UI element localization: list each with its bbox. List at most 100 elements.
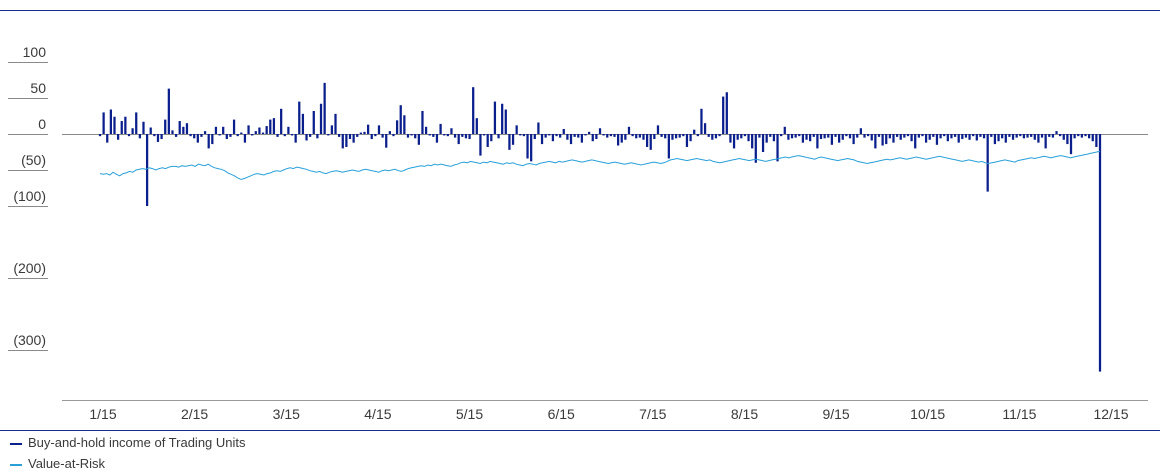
var-line-series (99, 150, 1101, 180)
income-bar (1008, 134, 1011, 137)
income-bar (403, 115, 406, 134)
income-bar (899, 134, 902, 140)
income-bar (1037, 134, 1040, 143)
income-bar (497, 134, 500, 139)
income-bar (892, 134, 895, 143)
income-bar (356, 134, 359, 137)
income-bar (613, 134, 616, 137)
y-tick-label: (300) (13, 332, 46, 348)
y-tick-label: (50) (21, 152, 46, 168)
income-bar (504, 109, 507, 134)
income-bar (283, 134, 286, 137)
income-bar (975, 134, 978, 141)
x-tick-label: 9/15 (822, 406, 849, 422)
income-bar (722, 96, 725, 134)
income-bar (254, 131, 257, 134)
income-bar (584, 134, 587, 136)
income-bar (649, 134, 652, 150)
income-bar (921, 134, 924, 137)
x-tick-label: 12/15 (1093, 406, 1128, 422)
income-bar (1098, 134, 1102, 372)
income-bar (1066, 134, 1069, 145)
income-bar (569, 134, 573, 145)
income-bar (450, 128, 453, 134)
x-tick-label: 3/15 (273, 406, 300, 422)
legend-item-income: Buy-and-hold income of Trading Units (10, 435, 246, 450)
x-tick-label: 2/15 (181, 406, 208, 422)
income-bar (131, 128, 134, 134)
income-bar (693, 129, 696, 134)
income-bar (265, 126, 268, 134)
income-bar (280, 108, 283, 134)
income-bar (957, 134, 960, 143)
y-tick-label: 100 (23, 44, 47, 60)
income-bar (1030, 134, 1033, 137)
income-bar (338, 134, 341, 137)
income-bar (395, 120, 399, 134)
income-bar (928, 134, 931, 140)
income-bar (1062, 134, 1065, 140)
income-bar (758, 134, 761, 138)
income-bar (468, 134, 471, 140)
income-bar (142, 121, 145, 134)
income-bar (993, 134, 997, 145)
income-bar (312, 110, 315, 134)
income-bar (1080, 134, 1084, 138)
income-bar (327, 134, 330, 136)
income-bar (1004, 134, 1007, 143)
income-bar (656, 125, 660, 134)
income-bar (135, 112, 138, 134)
income-bar (877, 134, 881, 137)
income-bar (102, 112, 105, 134)
income-bar (874, 134, 877, 149)
income-bar (1084, 134, 1087, 137)
income-bar (406, 134, 410, 138)
income-bar (211, 134, 214, 145)
income-bar (153, 134, 156, 137)
income-bar (714, 134, 718, 139)
income-bar (334, 113, 337, 134)
income-bar (990, 134, 993, 137)
income-bar (156, 134, 160, 142)
income-bar (457, 134, 460, 145)
income-bar (635, 134, 638, 139)
legend-item-var: Value-at-Risk (10, 456, 105, 471)
income-bar (464, 134, 468, 139)
income-bar (751, 134, 754, 149)
income-bar (895, 134, 899, 137)
income-bar (986, 134, 989, 192)
income-bar (294, 134, 297, 143)
income-bar (961, 134, 964, 140)
income-bar (370, 134, 373, 140)
income-bar (943, 134, 946, 137)
income-bar (653, 134, 656, 140)
income-bar (914, 134, 917, 149)
income-bar (164, 119, 167, 134)
income-bar (696, 134, 699, 137)
income-bar (841, 134, 844, 140)
income-bar (305, 134, 308, 141)
income-bar (486, 134, 489, 147)
income-bar (319, 103, 323, 134)
income-bar (870, 134, 873, 141)
income-bar (482, 134, 486, 136)
income-bar (551, 134, 555, 142)
income-bar (953, 134, 957, 137)
income-bar (577, 134, 580, 138)
income-bar (272, 118, 276, 134)
income-bar (323, 82, 326, 134)
income-bar (809, 134, 812, 142)
income-bar (917, 134, 920, 138)
income-bar (845, 134, 848, 137)
income-bar (200, 134, 203, 137)
income-bar (301, 113, 305, 134)
income-bar (711, 134, 714, 140)
income-bar (526, 134, 529, 159)
income-bar (243, 134, 247, 143)
income-bar (1044, 134, 1047, 149)
income-bar (424, 126, 428, 134)
income-bar (446, 134, 449, 137)
income-bar (127, 134, 131, 137)
x-tick-label: 4/15 (364, 406, 391, 422)
income-bar (540, 134, 544, 145)
